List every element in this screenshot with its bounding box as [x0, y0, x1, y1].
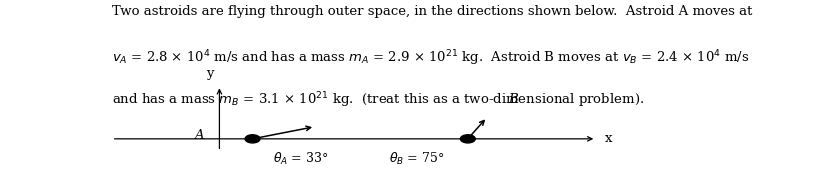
Ellipse shape — [245, 135, 260, 143]
Text: y: y — [205, 67, 213, 80]
Text: $\theta_B$ = 75$\degree$: $\theta_B$ = 75$\degree$ — [389, 151, 444, 167]
Text: x: x — [604, 132, 611, 145]
Text: A: A — [194, 129, 203, 142]
Text: $v_A$ = 2.8 × 10$^4$ m/s and has a mass $m_A$ = 2.9 × 10$^{21}$ kg.  Astroid B m: $v_A$ = 2.8 × 10$^4$ m/s and has a mass … — [112, 48, 748, 68]
Ellipse shape — [460, 135, 475, 143]
Text: and has a mass $m_B$ = 3.1 × 10$^{21}$ kg.  (treat this as a two-dimensional pro: and has a mass $m_B$ = 3.1 × 10$^{21}$ k… — [112, 91, 643, 110]
Text: $\theta_A$ = 33$\degree$: $\theta_A$ = 33$\degree$ — [273, 151, 328, 167]
Text: Two astroids are flying through outer space, in the directions shown below.  Ast: Two astroids are flying through outer sp… — [112, 5, 751, 18]
Text: B: B — [508, 93, 518, 106]
